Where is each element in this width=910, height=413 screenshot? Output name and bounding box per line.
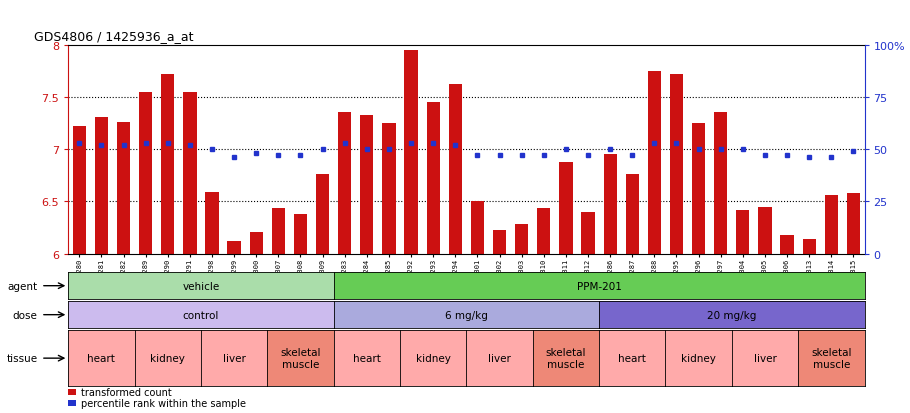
Bar (116, 123, 130, 254)
Bar (803, 240, 816, 254)
Text: agent: agent (7, 281, 37, 291)
Bar (73, 127, 86, 254)
Bar (515, 225, 529, 254)
Bar (670, 75, 683, 254)
Bar (228, 242, 241, 254)
Text: dose: dose (13, 310, 37, 320)
Text: skeletal
muscle: skeletal muscle (280, 347, 320, 369)
Text: vehicle: vehicle (182, 281, 219, 291)
Bar (648, 71, 661, 254)
Bar (603, 155, 617, 254)
Bar (560, 162, 572, 254)
Text: skeletal
muscle: skeletal muscle (811, 347, 852, 369)
Text: PPM-201: PPM-201 (577, 281, 622, 291)
Bar (449, 85, 462, 254)
Text: kidney: kidney (150, 353, 186, 363)
Bar (360, 115, 373, 254)
Bar (382, 123, 396, 254)
Text: liver: liver (488, 353, 511, 363)
Bar (847, 194, 860, 254)
Bar (824, 196, 838, 254)
Bar (427, 103, 440, 254)
Bar (139, 93, 152, 254)
Text: kidney: kidney (682, 353, 716, 363)
FancyBboxPatch shape (68, 389, 76, 395)
Bar (758, 207, 772, 254)
Bar (183, 93, 197, 254)
Bar (736, 210, 750, 254)
Bar (249, 232, 263, 254)
Text: control: control (183, 310, 219, 320)
Text: 20 mg/kg: 20 mg/kg (707, 310, 756, 320)
Bar (294, 214, 307, 254)
Text: heart: heart (353, 353, 380, 363)
Bar (206, 192, 218, 254)
Bar (692, 123, 705, 254)
Bar (626, 175, 639, 254)
Bar (493, 230, 506, 254)
Bar (781, 235, 794, 254)
Bar (161, 75, 175, 254)
Text: heart: heart (618, 353, 646, 363)
Bar (537, 208, 551, 254)
Bar (714, 113, 727, 254)
Bar (404, 51, 418, 254)
Bar (339, 113, 351, 254)
Text: skeletal
muscle: skeletal muscle (546, 347, 586, 369)
Text: liver: liver (753, 353, 776, 363)
Text: liver: liver (223, 353, 246, 363)
Text: kidney: kidney (416, 353, 450, 363)
Bar (316, 175, 329, 254)
Text: 6 mg/kg: 6 mg/kg (445, 310, 488, 320)
Text: percentile rank within the sample: percentile rank within the sample (81, 398, 246, 408)
Bar (470, 202, 484, 254)
Text: transformed count: transformed count (81, 387, 172, 397)
Text: tissue: tissue (6, 353, 37, 363)
Text: GDS4806 / 1425936_a_at: GDS4806 / 1425936_a_at (35, 30, 194, 43)
Text: heart: heart (87, 353, 116, 363)
Bar (272, 208, 285, 254)
Bar (581, 212, 594, 254)
Bar (95, 117, 108, 254)
FancyBboxPatch shape (68, 400, 76, 406)
